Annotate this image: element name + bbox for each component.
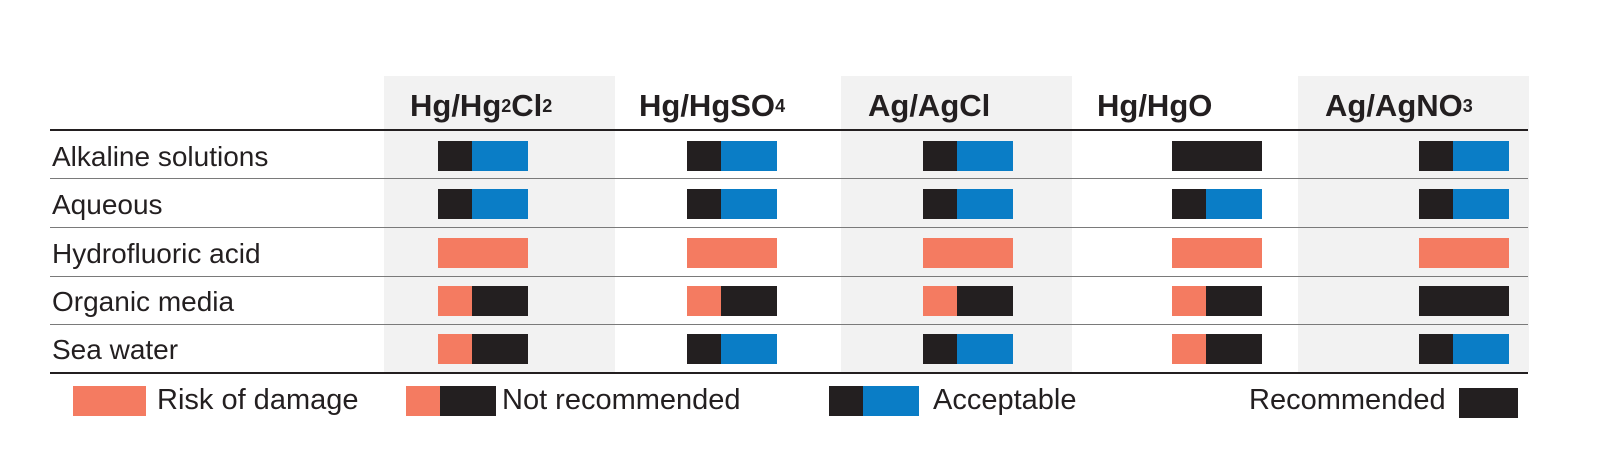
rating-segment-not-recommended xyxy=(687,286,721,316)
rating-segment-not-recommended xyxy=(721,286,777,316)
row-divider xyxy=(50,178,1528,179)
rating-segment-recommended xyxy=(1419,286,1509,316)
rating-segment-acceptable xyxy=(472,189,528,219)
rating-segment-risk xyxy=(438,238,528,268)
row-label: Alkaline solutions xyxy=(52,141,269,172)
column-header-mid: Cl xyxy=(511,88,543,123)
rating-segment-acceptable xyxy=(1419,334,1453,364)
rating-segment-acceptable xyxy=(721,334,777,364)
rating-segment-acceptable xyxy=(438,141,472,171)
rating-segment-acceptable xyxy=(472,141,528,171)
legend-label: Not recommended xyxy=(502,384,741,416)
legend-label: Recommended xyxy=(1249,384,1446,416)
legend-swatch-acceptable xyxy=(863,386,919,416)
column-header: Ag/AgNO 3 xyxy=(1325,84,1473,128)
rating-segment-acceptable xyxy=(721,189,777,219)
rating-segment-acceptable xyxy=(923,141,957,171)
column-header-base: Hg/HgSO xyxy=(639,88,776,123)
rating-segment-recommended xyxy=(1172,141,1262,171)
rating-segment-not-recommended xyxy=(472,334,528,364)
row-label: Aqueous xyxy=(52,189,163,220)
rating-segment-not-recommended xyxy=(923,286,957,316)
rating-segment-acceptable xyxy=(721,141,777,171)
column-header: Hg/Hg 2 Cl 2 xyxy=(410,84,552,128)
legend-swatch-recommended xyxy=(1459,388,1518,418)
column-header-sub1: 4 xyxy=(775,95,786,116)
rating-segment-acceptable xyxy=(1419,141,1453,171)
rating-segment-acceptable xyxy=(923,189,957,219)
rating-segment-not-recommended xyxy=(957,286,1013,316)
column-header-sub2: 2 xyxy=(542,95,553,116)
rating-segment-acceptable xyxy=(1453,189,1509,219)
legend-swatch-not-recommended xyxy=(440,386,496,416)
rating-segment-acceptable xyxy=(438,189,472,219)
row-divider xyxy=(50,324,1528,325)
column-header-base: Hg/HgO xyxy=(1097,88,1213,123)
row-label: Organic media xyxy=(52,286,235,317)
column-header-base: Hg/Hg xyxy=(410,88,502,123)
column-header-sub1: 3 xyxy=(1462,95,1473,116)
header-rule xyxy=(50,129,1528,131)
rating-segment-not-recommended xyxy=(1206,286,1262,316)
column-background xyxy=(384,76,615,372)
rating-segment-acceptable xyxy=(957,141,1013,171)
rating-segment-not-recommended xyxy=(438,286,472,316)
rating-segment-acceptable xyxy=(1453,141,1509,171)
column-header-base: Ag/AgNO xyxy=(1325,88,1463,123)
rating-segment-acceptable xyxy=(687,334,721,364)
legend-label: Acceptable xyxy=(933,384,1077,416)
rating-segment-risk xyxy=(687,238,777,268)
column-header: Hg/HgSO 4 xyxy=(639,84,785,128)
column-background xyxy=(841,76,1072,372)
legend-swatch-risk xyxy=(73,386,146,416)
rating-segment-acceptable xyxy=(687,189,721,219)
row-divider xyxy=(50,227,1528,228)
rating-segment-acceptable xyxy=(957,334,1013,364)
column-header: Hg/HgO xyxy=(1097,84,1212,128)
rating-segment-risk xyxy=(1172,238,1262,268)
column-header-base: Ag/AgCl xyxy=(868,88,991,123)
rating-segment-risk xyxy=(1419,238,1509,268)
legend-label: Risk of damage xyxy=(157,384,359,416)
rating-segment-not-recommended xyxy=(472,286,528,316)
row-label: Hydrofluoric acid xyxy=(52,238,261,269)
rating-segment-acceptable xyxy=(957,189,1013,219)
row-label: Sea water xyxy=(52,334,179,365)
row-divider xyxy=(50,276,1528,277)
rating-segment-not-recommended xyxy=(1206,334,1262,364)
rating-segment-acceptable xyxy=(1419,189,1453,219)
rating-segment-acceptable xyxy=(923,334,957,364)
column-header-sub1: 2 xyxy=(501,95,512,116)
rating-segment-acceptable xyxy=(1206,189,1262,219)
bottom-rule xyxy=(50,372,1528,374)
column-background xyxy=(1298,76,1529,372)
rating-segment-not-recommended xyxy=(1172,334,1206,364)
rating-segment-not-recommended xyxy=(438,334,472,364)
rating-segment-risk xyxy=(923,238,1013,268)
legend-swatch-not-recommended xyxy=(406,386,440,416)
rating-segment-acceptable xyxy=(1453,334,1509,364)
rating-segment-acceptable xyxy=(1172,189,1206,219)
column-header: Ag/AgCl xyxy=(868,84,990,128)
rating-segment-acceptable xyxy=(687,141,721,171)
rating-segment-not-recommended xyxy=(1172,286,1206,316)
legend-swatch-acceptable xyxy=(829,386,863,416)
